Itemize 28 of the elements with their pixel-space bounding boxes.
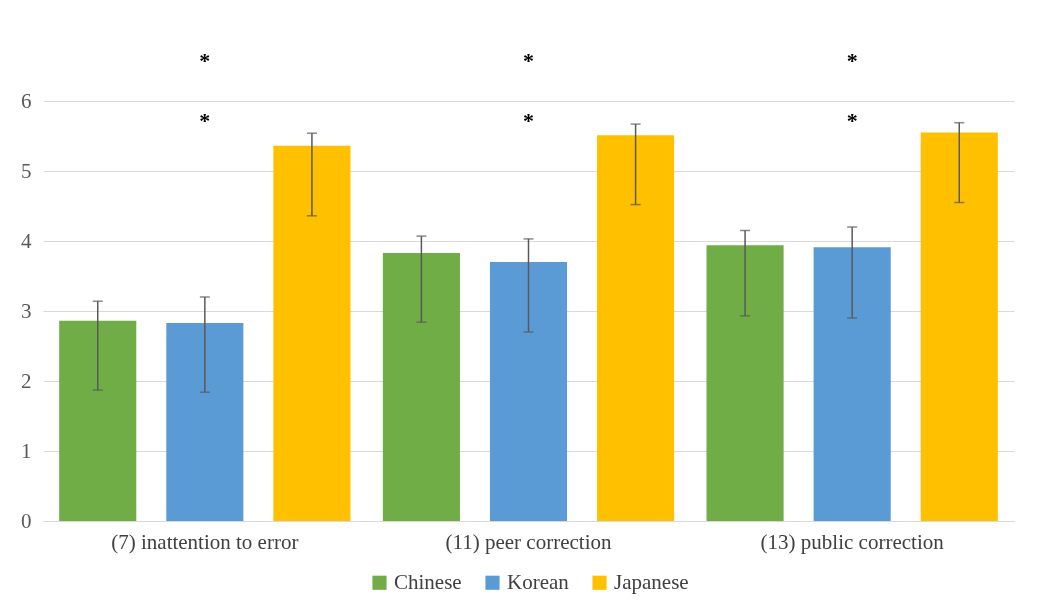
annotation: * (846, 108, 858, 133)
y-tick-label: 2 (21, 368, 32, 393)
legend-label: Japanese (614, 569, 689, 594)
annotation: * (523, 108, 534, 133)
bar (489, 262, 568, 521)
y-tick-label: 4 (21, 228, 32, 253)
bar (59, 320, 137, 521)
text: * (523, 48, 534, 73)
y-tick-label: 3 (21, 298, 32, 323)
bar (813, 247, 891, 521)
bar (597, 135, 675, 521)
bar (920, 132, 998, 521)
bar (706, 245, 784, 521)
x-tick-label: (11) peer correction (445, 529, 612, 554)
y-tick-label: 1 (21, 438, 32, 463)
x-tick-label: (7) inattention to error (111, 529, 299, 554)
legend-label: Korean (507, 569, 570, 594)
text: * (199, 48, 211, 73)
y-tick-label: 5 (21, 158, 32, 183)
y-tick-label: 0 (21, 508, 32, 533)
y-tick-label: 6 (21, 88, 32, 113)
annotation: * (199, 108, 211, 133)
bar (166, 322, 244, 521)
legend-label: Chinese (394, 569, 462, 594)
bar (382, 252, 460, 521)
text: * (846, 48, 858, 73)
bar (273, 145, 351, 521)
x-tick-label: (13) public correction (760, 529, 945, 554)
